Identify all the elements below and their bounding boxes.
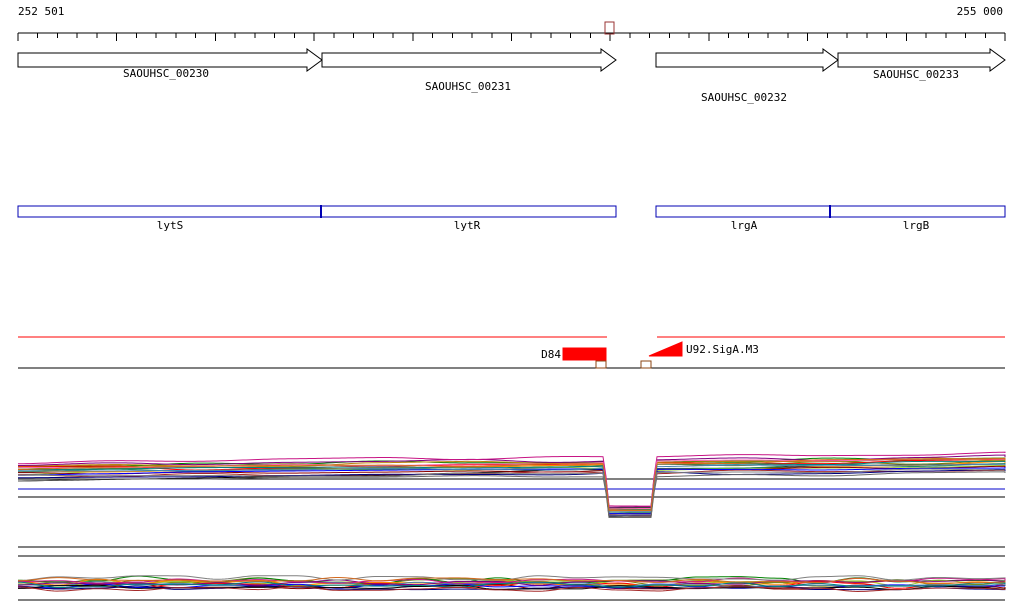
coverage-line (17, 458, 1006, 511)
feature-box[interactable] (320, 205, 617, 218)
coverage-line (17, 469, 1006, 517)
annotation-track: D84 U92.SigA.M3 (18, 336, 1005, 369)
feature-label: lrgB (903, 219, 930, 232)
gene-arrow[interactable] (321, 48, 617, 72)
gene-arrow[interactable] (837, 48, 1006, 72)
annotation-flag-label: U92.SigA.M3 (686, 343, 759, 356)
ruler-start-label: 252 501 (18, 5, 64, 18)
coverage-line (17, 468, 1006, 517)
coverage-line (17, 586, 1006, 592)
ruler[interactable] (17, 32, 1006, 41)
annotation-flag[interactable] (648, 341, 683, 357)
feature-label: lytS (157, 219, 184, 232)
annotation-notch (595, 360, 607, 369)
gene-label: SAOUHSC_00231 (425, 80, 511, 93)
coverage-line (17, 468, 1006, 516)
coverage-line (17, 576, 1006, 584)
ruler-end-label: 255 000 (957, 5, 1003, 18)
coverage-line (17, 581, 1006, 588)
feature-box[interactable] (829, 205, 1006, 218)
coverage-line (17, 471, 1006, 519)
feature-label: lytR (454, 219, 481, 232)
feature-track: lytS lytR lrgA lrgB (17, 205, 1006, 232)
coverage-line (17, 467, 1006, 515)
ruler-selection-marker (604, 21, 615, 35)
position-marker (604, 21, 615, 35)
gene-arrow[interactable] (17, 48, 323, 72)
annotation-notch (640, 360, 652, 369)
coverage-line (17, 579, 1006, 587)
gene-label: SAOUHSC_00232 (701, 91, 787, 104)
coverage-plot-bottom (17, 575, 1006, 601)
feature-box[interactable] (655, 205, 831, 218)
annotation-box[interactable] (562, 347, 607, 361)
coverage-line (17, 460, 1006, 511)
coverage-line (17, 575, 1006, 581)
coverage-line (17, 451, 1006, 507)
coverage-plot-main (17, 451, 1006, 519)
gene-label: SAOUHSC_00233 (873, 68, 959, 81)
coverage-line (17, 463, 1006, 513)
annotation-box-label: D84 (541, 348, 561, 361)
gene-track: SAOUHSC_00230 SAOUHSC_00231 SAOUHSC_00232 S… (17, 48, 1006, 104)
feature-box[interactable] (17, 205, 322, 218)
feature-label: lrgA (731, 219, 758, 232)
gene-arrow[interactable] (655, 48, 839, 72)
separator-lines (18, 546, 1005, 557)
gene-label: SAOUHSC_00230 (123, 67, 209, 80)
